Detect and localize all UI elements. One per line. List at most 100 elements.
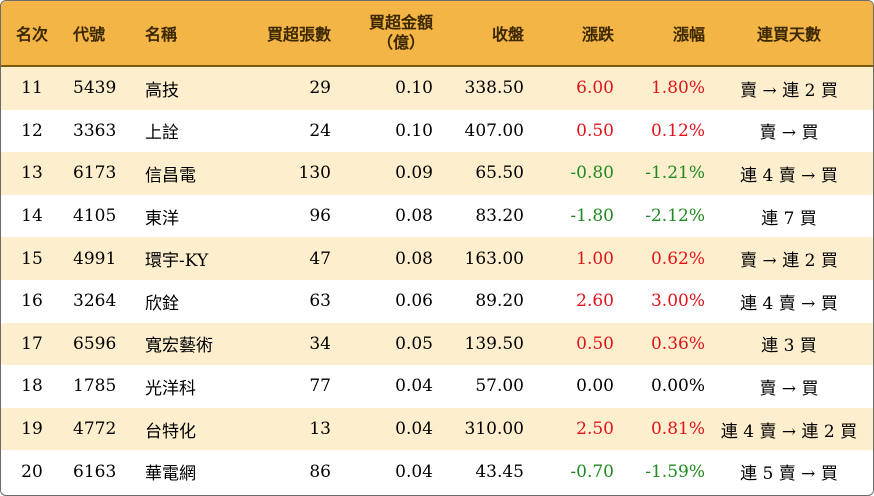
- cell-name: 信昌電: [145, 165, 196, 186]
- cell-days: 賣 → 連 2 買: [740, 80, 838, 101]
- cell-close: 43.45: [475, 461, 524, 482]
- table-row: 14 4105 東洋 96 0.08 83.20 -1.80 -2.12% 連 7 買: [1, 194, 873, 238]
- cell-amount: 0.04: [395, 461, 433, 482]
- cell-change: 1.00: [576, 248, 614, 269]
- cell-days: 連 5 賣 → 買: [740, 464, 838, 485]
- cell-rank: 15: [21, 248, 43, 269]
- cell-code: 5439: [73, 78, 117, 99]
- header-amount-line2: （億）: [376, 33, 425, 52]
- table-row: 11 5439 高技 29 0.10 338.50 6.00 1.80% 賣 → 連 2 買: [1, 67, 873, 110]
- cell-lots: 96: [309, 206, 331, 227]
- cell-change: 0.50: [576, 120, 614, 141]
- cell-change: 0.00: [576, 376, 614, 397]
- cell-code: 3363: [73, 120, 117, 141]
- header-close: 收盤: [491, 25, 524, 44]
- header-name: 名稱: [145, 25, 178, 44]
- cell-amount: 0.04: [395, 376, 433, 397]
- table-row: 20 6163 華電網 86 0.04 43.45 -0.70 -1.59% 連 5 賣 → 買: [1, 450, 873, 493]
- cell-amount: 0.09: [395, 163, 433, 184]
- cell-pct: 0.62%: [650, 248, 705, 269]
- cell-days: 連 3 買: [761, 336, 817, 357]
- cell-code: 3264: [73, 291, 117, 312]
- cell-pct: -2.12%: [645, 206, 705, 227]
- cell-change: -0.70: [570, 461, 614, 482]
- table-row: 18 1785 光洋科 77 0.04 57.00 0.00 0.00% 賣 → 買: [1, 365, 873, 408]
- cell-days: 賣 → 買: [759, 378, 819, 399]
- cell-close: 83.20: [475, 206, 524, 227]
- cell-amount: 0.08: [395, 206, 433, 227]
- header-amount-line1: 買超金額: [368, 13, 433, 32]
- table-row: 17 6596 寬宏藝術 34 0.05 139.50 0.50 0.36% 連 3 買: [1, 322, 873, 366]
- cell-days: 連 7 買: [761, 208, 817, 229]
- cell-rank: 14: [21, 206, 43, 227]
- cell-amount: 0.06: [395, 291, 433, 312]
- cell-name: 欣銓: [145, 293, 179, 314]
- header-rank: 名次: [15, 25, 48, 44]
- cell-close: 57.00: [475, 376, 524, 397]
- cell-pct: -1.59%: [645, 461, 705, 482]
- cell-change: -1.80: [570, 206, 614, 227]
- cell-code: 4105: [73, 206, 117, 227]
- table-row: 19 4772 台特化 13 0.04 310.00 2.50 0.81% 連 4 賣 → 連 …: [1, 407, 873, 451]
- cell-rank: 17: [21, 333, 43, 354]
- cell-rank: 20: [21, 461, 43, 482]
- cell-lots: 63: [309, 291, 331, 312]
- cell-close: 65.50: [475, 163, 524, 184]
- header-code: 代號: [73, 25, 106, 44]
- cell-name: 台特化: [145, 421, 196, 442]
- cell-name: 華電網: [145, 464, 196, 485]
- cell-close: 139.50: [464, 333, 524, 354]
- cell-days: 賣 → 連 2 買: [740, 251, 838, 272]
- table-row: 13 6173 信昌電 130 0.09 65.50 -0.80 -1.21% 連 4 賣 → …: [1, 152, 873, 195]
- cell-close: 89.20: [475, 291, 524, 312]
- cell-rank: 13: [21, 163, 43, 184]
- table-header: 名次 代號 名稱 買超張數 買超金額 （億） 收盤 漲跌 漲幅 連買天數: [1, 1, 873, 67]
- cell-close: 163.00: [464, 248, 524, 269]
- cell-days: 連 4 賣 → 買: [740, 165, 838, 186]
- cell-close: 310.00: [464, 419, 524, 440]
- cell-days: 連 4 賣 → 買: [740, 293, 838, 314]
- cell-change: 0.50: [576, 333, 614, 354]
- header-change: 漲跌: [581, 25, 614, 44]
- cell-lots: 29: [309, 78, 331, 99]
- cell-days: 賣 → 買: [759, 123, 819, 144]
- cell-pct: 3.00%: [650, 291, 705, 312]
- cell-change: 6.00: [576, 78, 614, 99]
- cell-amount: 0.05: [395, 333, 433, 354]
- cell-code: 4772: [73, 419, 117, 440]
- cell-close: 407.00: [464, 120, 524, 141]
- cell-name: 高技: [145, 80, 179, 101]
- cell-pct: 1.80%: [650, 78, 705, 99]
- table-row: 15 4991 環宇-KY 47 0.08 163.00 1.00 0.62% 賣 → 連 2 …: [1, 237, 873, 280]
- cell-days: 連 4 賣 → 連 2 買: [720, 421, 858, 442]
- cell-change: -0.80: [570, 163, 614, 184]
- table-row: 12 3363 上詮 24 0.10 407.00 0.50 0.12% 賣 → 買: [1, 109, 873, 153]
- cell-pct: 0.81%: [650, 419, 705, 440]
- cell-rank: 16: [21, 291, 43, 312]
- header-days: 連買天數: [756, 25, 821, 44]
- cell-amount: 0.10: [395, 120, 433, 141]
- cell-amount: 0.10: [395, 78, 433, 99]
- cell-change: 2.50: [576, 419, 614, 440]
- cell-amount: 0.04: [395, 419, 433, 440]
- cell-code: 4991: [73, 248, 117, 269]
- table-row: 16 3264 欣銓 63 0.06 89.20 2.60 3.00% 連 4 賣 → 買: [1, 279, 873, 323]
- cell-name: 光洋科: [145, 378, 196, 399]
- cell-rank: 19: [21, 419, 43, 440]
- header-amount: 買超金額 （億）: [331, 13, 433, 53]
- cell-pct: 0.12%: [650, 120, 705, 141]
- cell-code: 6173: [73, 163, 117, 184]
- cell-rank: 18: [21, 376, 43, 397]
- cell-change: 2.60: [576, 291, 614, 312]
- cell-name: 環宇-KY: [145, 251, 209, 272]
- cell-lots: 24: [309, 120, 331, 141]
- header-pct: 漲幅: [672, 25, 705, 44]
- cell-lots: 34: [309, 333, 331, 354]
- cell-name: 東洋: [145, 208, 179, 229]
- cell-name: 寬宏藝術: [145, 336, 213, 357]
- cell-code: 1785: [73, 376, 117, 397]
- cell-lots: 86: [309, 461, 331, 482]
- cell-lots: 47: [309, 248, 331, 269]
- header-lots: 買超張數: [266, 25, 331, 44]
